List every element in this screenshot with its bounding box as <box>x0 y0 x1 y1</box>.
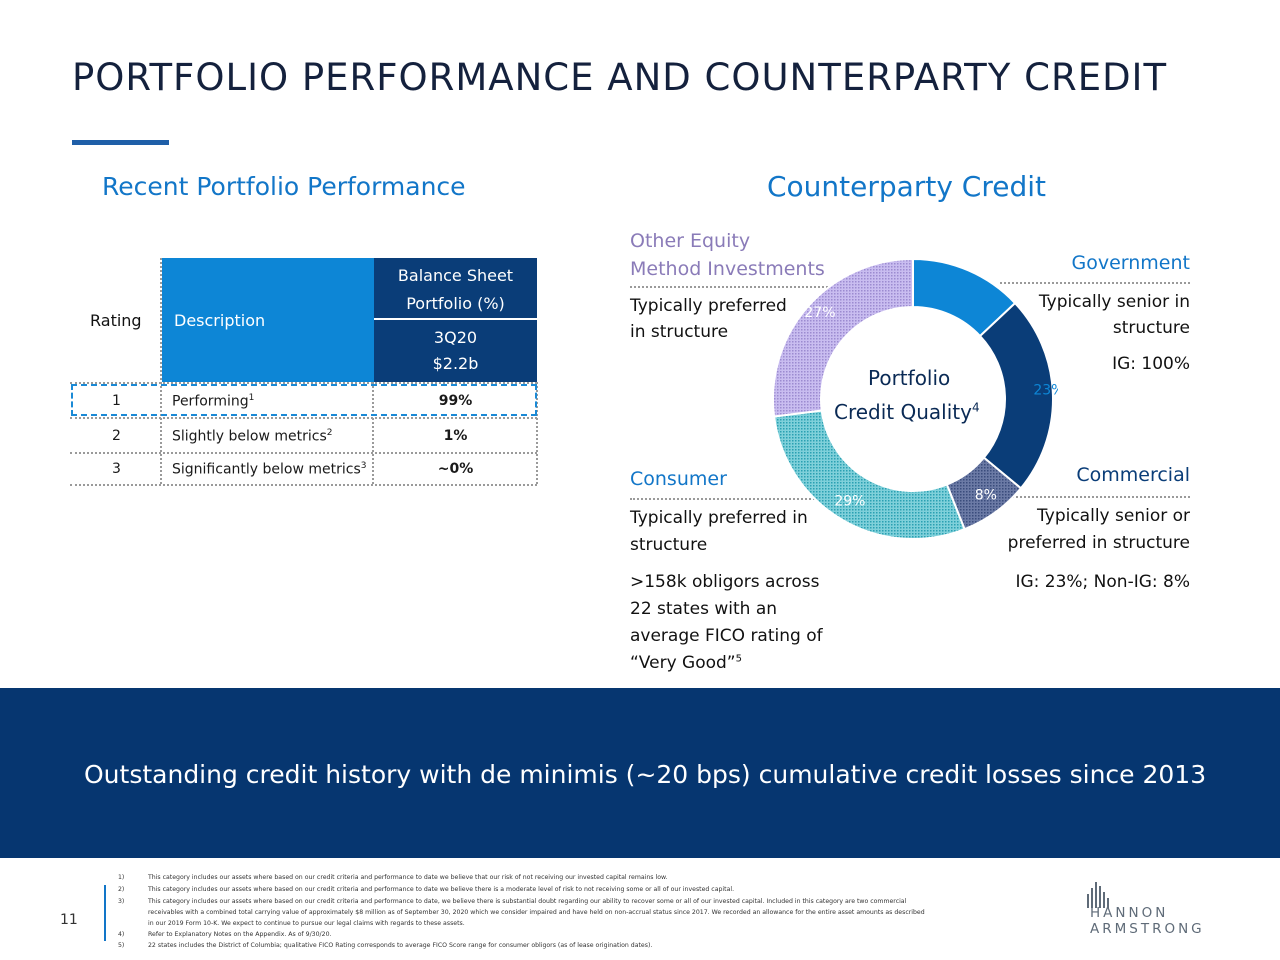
credit-quality-donut-chart: 13% 23% 8% 29% 27% <box>772 254 1058 540</box>
header-portfolio-pct: Portfolio (%) <box>406 294 505 313</box>
donut-slice-label: 23% <box>1033 383 1058 399</box>
other-equity-text-line1: Typically preferred <box>630 296 787 316</box>
government-text-line1: Typically senior in <box>1038 292 1190 312</box>
header-period: 3Q20 <box>433 328 478 347</box>
footnote: 2) This category includes our assets wher… <box>118 886 735 893</box>
consumer-text-line2: structure <box>630 535 708 555</box>
summary-banner <box>0 688 1280 858</box>
rating-cell: 1 <box>112 393 121 409</box>
donut-slice-label: 8% <box>975 487 997 503</box>
consumer-connector <box>630 498 830 500</box>
table-col-divider <box>160 258 162 484</box>
donut-slice-other-equity-method-investments <box>772 257 914 418</box>
donut-center-line1: Portfolio <box>868 366 951 390</box>
table-col-divider <box>372 382 374 484</box>
footnote: 5) 22 states includes the District of Col… <box>118 942 653 949</box>
description-cell: Significantly below metrics3 <box>172 461 367 478</box>
performing-highlight <box>71 384 537 416</box>
footnote-ref: 3 <box>360 461 367 471</box>
commercial-connector <box>1000 496 1190 498</box>
donut-center-line2: Credit Quality4 <box>834 400 980 424</box>
commercial-text-line2: preferred in structure <box>1007 533 1190 553</box>
hannon-armstrong-logo-icon <box>1087 882 1109 908</box>
value-cell: ~0% <box>437 461 474 477</box>
counterparty-credit-heading: Counterparty Credit <box>767 170 1046 203</box>
table-divider <box>70 417 537 419</box>
footnote: 1) This category includes our assets wher… <box>118 874 668 881</box>
table-header-description-bg <box>162 258 374 382</box>
footnote-ref: 2 <box>326 428 333 438</box>
table-divider <box>70 484 537 486</box>
commercial-heading: Commercial <box>1076 464 1190 486</box>
footnote: in our 2019 Form 10-K. We expect to cont… <box>148 920 465 927</box>
header-balance-sheet: Balance Sheet <box>397 266 514 285</box>
description-cell: Slightly below metrics2 <box>172 428 333 445</box>
table-row: 1 Performing1 99% <box>70 384 537 420</box>
header-amount: $2.2b <box>432 354 479 373</box>
other-equity-heading-line2: Method Investments <box>630 258 825 280</box>
rating-cell: 2 <box>112 428 121 444</box>
other-equity-text-line2: in structure <box>630 322 729 342</box>
value-cell: 99% <box>438 393 473 409</box>
consumer-heading: Consumer <box>630 468 727 490</box>
donut-slice-label: 13% <box>953 254 984 267</box>
footnote-ref: 1 <box>248 393 255 403</box>
consumer-text-line4: 22 states with an <box>630 599 778 619</box>
title-underline <box>72 140 169 145</box>
consumer-text-line5: average FICO rating of <box>630 626 823 646</box>
summary-banner-text: Outstanding credit history with de minim… <box>84 760 1207 789</box>
logo-text-line2: ARMSTRONG <box>1090 921 1205 937</box>
consumer-text-line1: Typically preferred in <box>630 508 808 528</box>
footnote-ref: 4 <box>971 400 980 415</box>
donut-slice-label: 27% <box>804 305 835 321</box>
page-title: PORTFOLIO PERFORMANCE AND COUNTERPARTY C… <box>72 56 1168 99</box>
consumer-text-line6: “Very Good”5 <box>630 653 742 673</box>
table-row: 2 Slightly below metrics2 1% <box>70 419 537 455</box>
footnote-ref: 5 <box>735 653 742 665</box>
table-header-value-bg: Balance Sheet Portfolio (%) 3Q20 $2.2b <box>374 258 537 382</box>
commercial-ig: IG: 23%; Non-IG: 8% <box>1015 572 1190 592</box>
logo-text-line1: HANNON <box>1090 905 1169 921</box>
footnote: 4) Refer to Explanatory Notes on the Appe… <box>118 931 332 938</box>
consumer-text-line3: >158k obligors across <box>630 572 820 592</box>
header-description: Description <box>174 311 266 330</box>
other-equity-connector <box>630 286 912 288</box>
footnote: receivables with a combined total carryi… <box>148 909 925 916</box>
donut-slice-label: 29% <box>834 494 865 510</box>
table-col-divider <box>536 382 538 484</box>
rating-cell: 3 <box>112 461 121 477</box>
table-row: 3 Significantly below metrics3 ~0% <box>70 452 537 488</box>
header-divider <box>374 318 537 320</box>
header-rating: Rating <box>90 311 142 330</box>
footnote: 3) This category includes our assets wher… <box>118 898 907 905</box>
recent-performance-heading: Recent Portfolio Performance <box>102 172 466 201</box>
commercial-text-line1: Typically senior or <box>1037 506 1190 526</box>
description-cell: Performing1 <box>172 393 255 410</box>
page-number: 11 <box>60 912 78 928</box>
government-heading: Government <box>1071 252 1191 274</box>
government-ig: IG: 100% <box>1112 354 1190 374</box>
government-text-line2: structure <box>1112 318 1190 338</box>
government-connector <box>1000 282 1190 284</box>
donut-slice-consumer <box>772 409 966 540</box>
value-cell: 1% <box>443 428 468 444</box>
table-divider <box>70 452 537 454</box>
table-divider <box>70 382 537 384</box>
other-equity-heading-line1: Other Equity <box>630 230 751 252</box>
footnote-accent-bar <box>104 885 106 941</box>
